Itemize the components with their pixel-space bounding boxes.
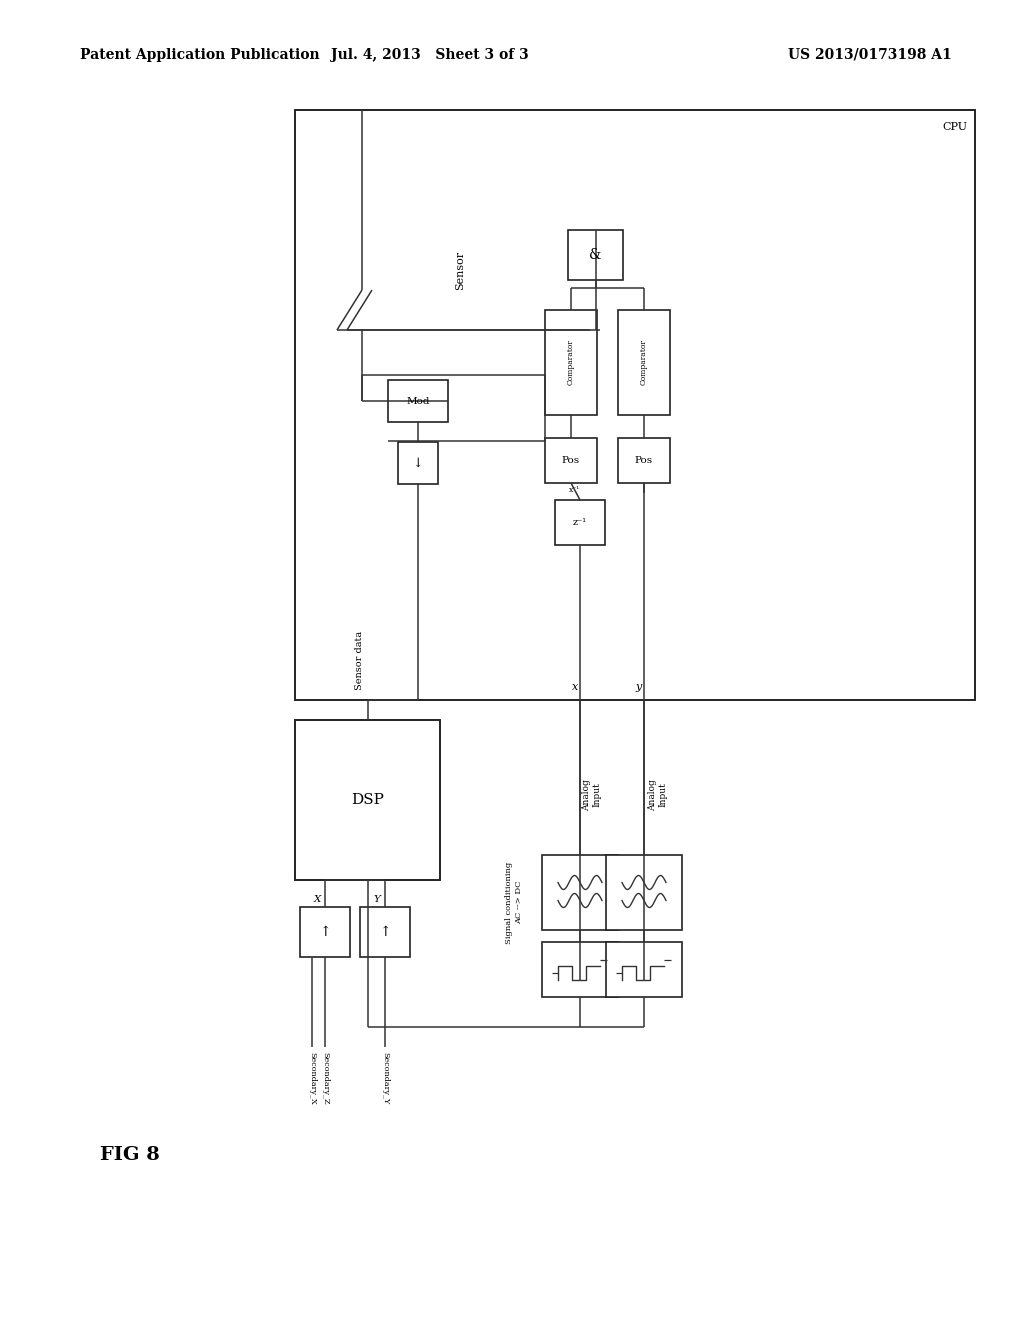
Text: z⁻¹: z⁻¹ [573,517,587,527]
Text: Jul. 4, 2013   Sheet 3 of 3: Jul. 4, 2013 Sheet 3 of 3 [331,48,528,62]
Bar [360,907,410,957]
Bar [606,855,682,931]
Text: ↑: ↑ [319,925,331,939]
Text: ↑: ↑ [379,925,391,939]
Text: Comparator: Comparator [567,339,575,385]
Bar [398,442,438,484]
Text: Secondary_X: Secondary_X [308,1052,316,1105]
Text: x: x [571,682,579,692]
Text: Analog
Input: Analog Input [583,779,602,810]
Text: Sensor: Sensor [455,251,465,289]
Text: Secondary_Y: Secondary_Y [381,1052,389,1105]
Text: Y: Y [374,895,381,904]
Bar [542,855,618,931]
Text: CPU: CPU [942,121,967,132]
Bar [545,438,597,483]
Text: X: X [313,895,321,904]
Text: y: y [636,682,642,692]
Text: Signal conditioning
AC --> DC: Signal conditioning AC --> DC [506,862,522,944]
Bar [555,500,605,545]
Bar [606,942,682,997]
Bar [388,380,449,422]
Text: FIG 8: FIG 8 [100,1146,160,1164]
Bar [545,310,597,414]
Text: &: & [590,248,602,261]
Text: ↓: ↓ [413,457,423,470]
Text: Comparator: Comparator [640,339,648,385]
Bar [295,110,975,700]
Text: Pos: Pos [635,455,653,465]
Text: Pos: Pos [562,455,580,465]
Text: US 2013/0173198 A1: US 2013/0173198 A1 [788,48,952,62]
Text: Analog
Input: Analog Input [648,779,668,810]
Text: Secondary_Z: Secondary_Z [321,1052,329,1105]
Bar [295,719,440,880]
Bar [542,942,618,997]
Text: DSP: DSP [351,793,384,807]
Text: Mod: Mod [407,396,430,405]
Bar [618,438,670,483]
Text: Sensor data: Sensor data [355,631,364,690]
Bar [618,310,670,414]
Text: x⁻¹: x⁻¹ [569,486,581,494]
Bar [568,230,623,280]
Text: Patent Application Publication: Patent Application Publication [80,48,319,62]
Bar [300,907,350,957]
